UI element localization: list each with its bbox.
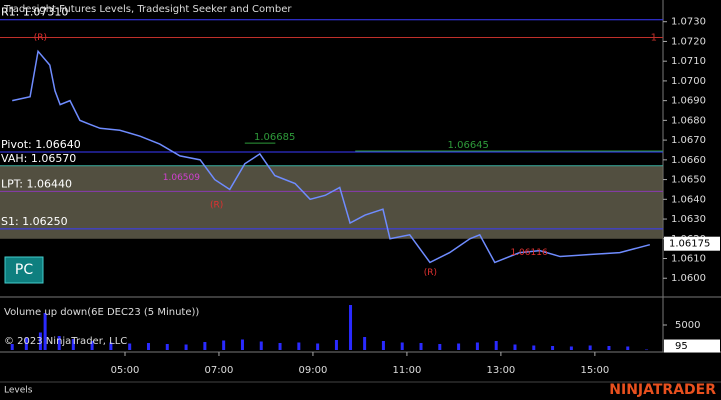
volume-bar	[128, 343, 132, 350]
volume-bar	[419, 343, 423, 350]
volume-bar	[588, 345, 592, 350]
x-tick-label: 13:00	[486, 365, 515, 376]
annotation: 1.06116	[510, 248, 547, 258]
volume-bar	[532, 345, 536, 350]
volume-bar	[222, 340, 226, 350]
level-label: 1.06645	[448, 140, 489, 151]
volume-bar	[607, 346, 611, 350]
level-label: 1	[651, 32, 657, 43]
annotation: 1.06509	[163, 173, 200, 183]
volume-bar	[551, 346, 555, 350]
volume-bar	[71, 339, 75, 350]
level-label: LPT: 1.06440	[1, 177, 72, 190]
level-label: 1.06685	[254, 132, 295, 143]
pc-button-label[interactable]: PC	[15, 262, 33, 278]
last-price-box	[664, 236, 720, 251]
x-tick-label: 11:00	[393, 365, 422, 376]
annotation: (R)	[210, 201, 223, 211]
volume-bar	[381, 341, 385, 350]
volume-bar	[165, 344, 169, 350]
volume-bar	[10, 344, 14, 350]
level-label: S1: 1.06250	[1, 215, 68, 228]
level-label: R1: 1.07310	[1, 6, 68, 19]
volume-bar	[645, 349, 649, 351]
y-tick-label: 1.0650	[671, 175, 706, 186]
value-area	[0, 165, 663, 239]
price-line	[12, 49, 651, 264]
last-price-label: 1.06175	[669, 239, 710, 250]
volume-bar	[457, 343, 461, 350]
copyright: © 2023 NinjaTrader, LLC	[4, 336, 127, 347]
x-tick-label: 15:00	[580, 365, 609, 376]
y-tick-label: 1.0680	[671, 115, 706, 126]
logo: NINJATRADER	[609, 382, 716, 398]
volume-bar	[316, 343, 320, 350]
volume-bar	[297, 342, 301, 350]
volume-bar	[626, 346, 630, 350]
volume-bar	[38, 332, 42, 350]
layer: 1.06001.06101.06201.06301.06401.06501.06…	[0, 6, 720, 376]
x-tick-label: 09:00	[299, 365, 328, 376]
y-tick-label: 1.0640	[671, 194, 706, 205]
y-tick-label: 5000	[675, 320, 700, 331]
chart-title: Tradesight Futures Levels, Tradesight Se…	[3, 4, 292, 15]
y-tick-label: 1.0690	[671, 96, 706, 107]
volume-bar	[109, 342, 113, 350]
pc-button[interactable]	[4, 256, 44, 284]
volume-bar	[146, 343, 150, 350]
volume-bar	[494, 341, 498, 350]
volume-bar	[203, 342, 207, 350]
volume-label: Volume up down(6E DEC23 (5 Minute))	[4, 307, 199, 318]
volume-bar	[57, 336, 61, 350]
level-label: Pivot: 1.06640	[1, 138, 81, 151]
y-tick-label: 1.0670	[671, 135, 706, 146]
volume-bar	[569, 346, 573, 350]
volume-bar	[475, 342, 479, 350]
volume-bar	[400, 342, 404, 350]
y-tick-label: 1.0630	[671, 214, 706, 225]
volume-bar	[240, 339, 244, 350]
y-tick-label: 1.0720	[671, 36, 706, 47]
annotation: (R)	[424, 268, 437, 278]
volume-bar	[184, 344, 188, 350]
y-tick-label: 1.0730	[671, 17, 706, 28]
y-tick-label: 1.0660	[671, 155, 706, 166]
x-tick-label: 07:00	[205, 365, 234, 376]
volume-bar	[349, 305, 353, 350]
volume-bar	[259, 341, 263, 350]
volume-bar	[90, 341, 94, 350]
volume-bar	[438, 344, 442, 350]
y-tick-label: 1.0610	[671, 254, 706, 265]
volume-bar	[363, 337, 367, 350]
y-tick-label: 1.0710	[671, 56, 706, 67]
y-tick-label: 1.0600	[671, 273, 706, 284]
y-tick-label: 1.0700	[671, 76, 706, 87]
last-volume-box	[664, 339, 720, 353]
annotation: (R)	[34, 33, 47, 43]
volume-bar	[334, 340, 338, 350]
last-volume-label: 95	[675, 341, 688, 352]
volume-bar	[278, 343, 282, 350]
level-label: VAH: 1.06570	[1, 152, 76, 165]
status-label: Levels	[4, 386, 33, 396]
volume-bar	[513, 344, 517, 350]
volume-bar	[43, 313, 47, 350]
x-tick-label: 05:00	[111, 365, 140, 376]
volume-bar	[24, 337, 28, 350]
